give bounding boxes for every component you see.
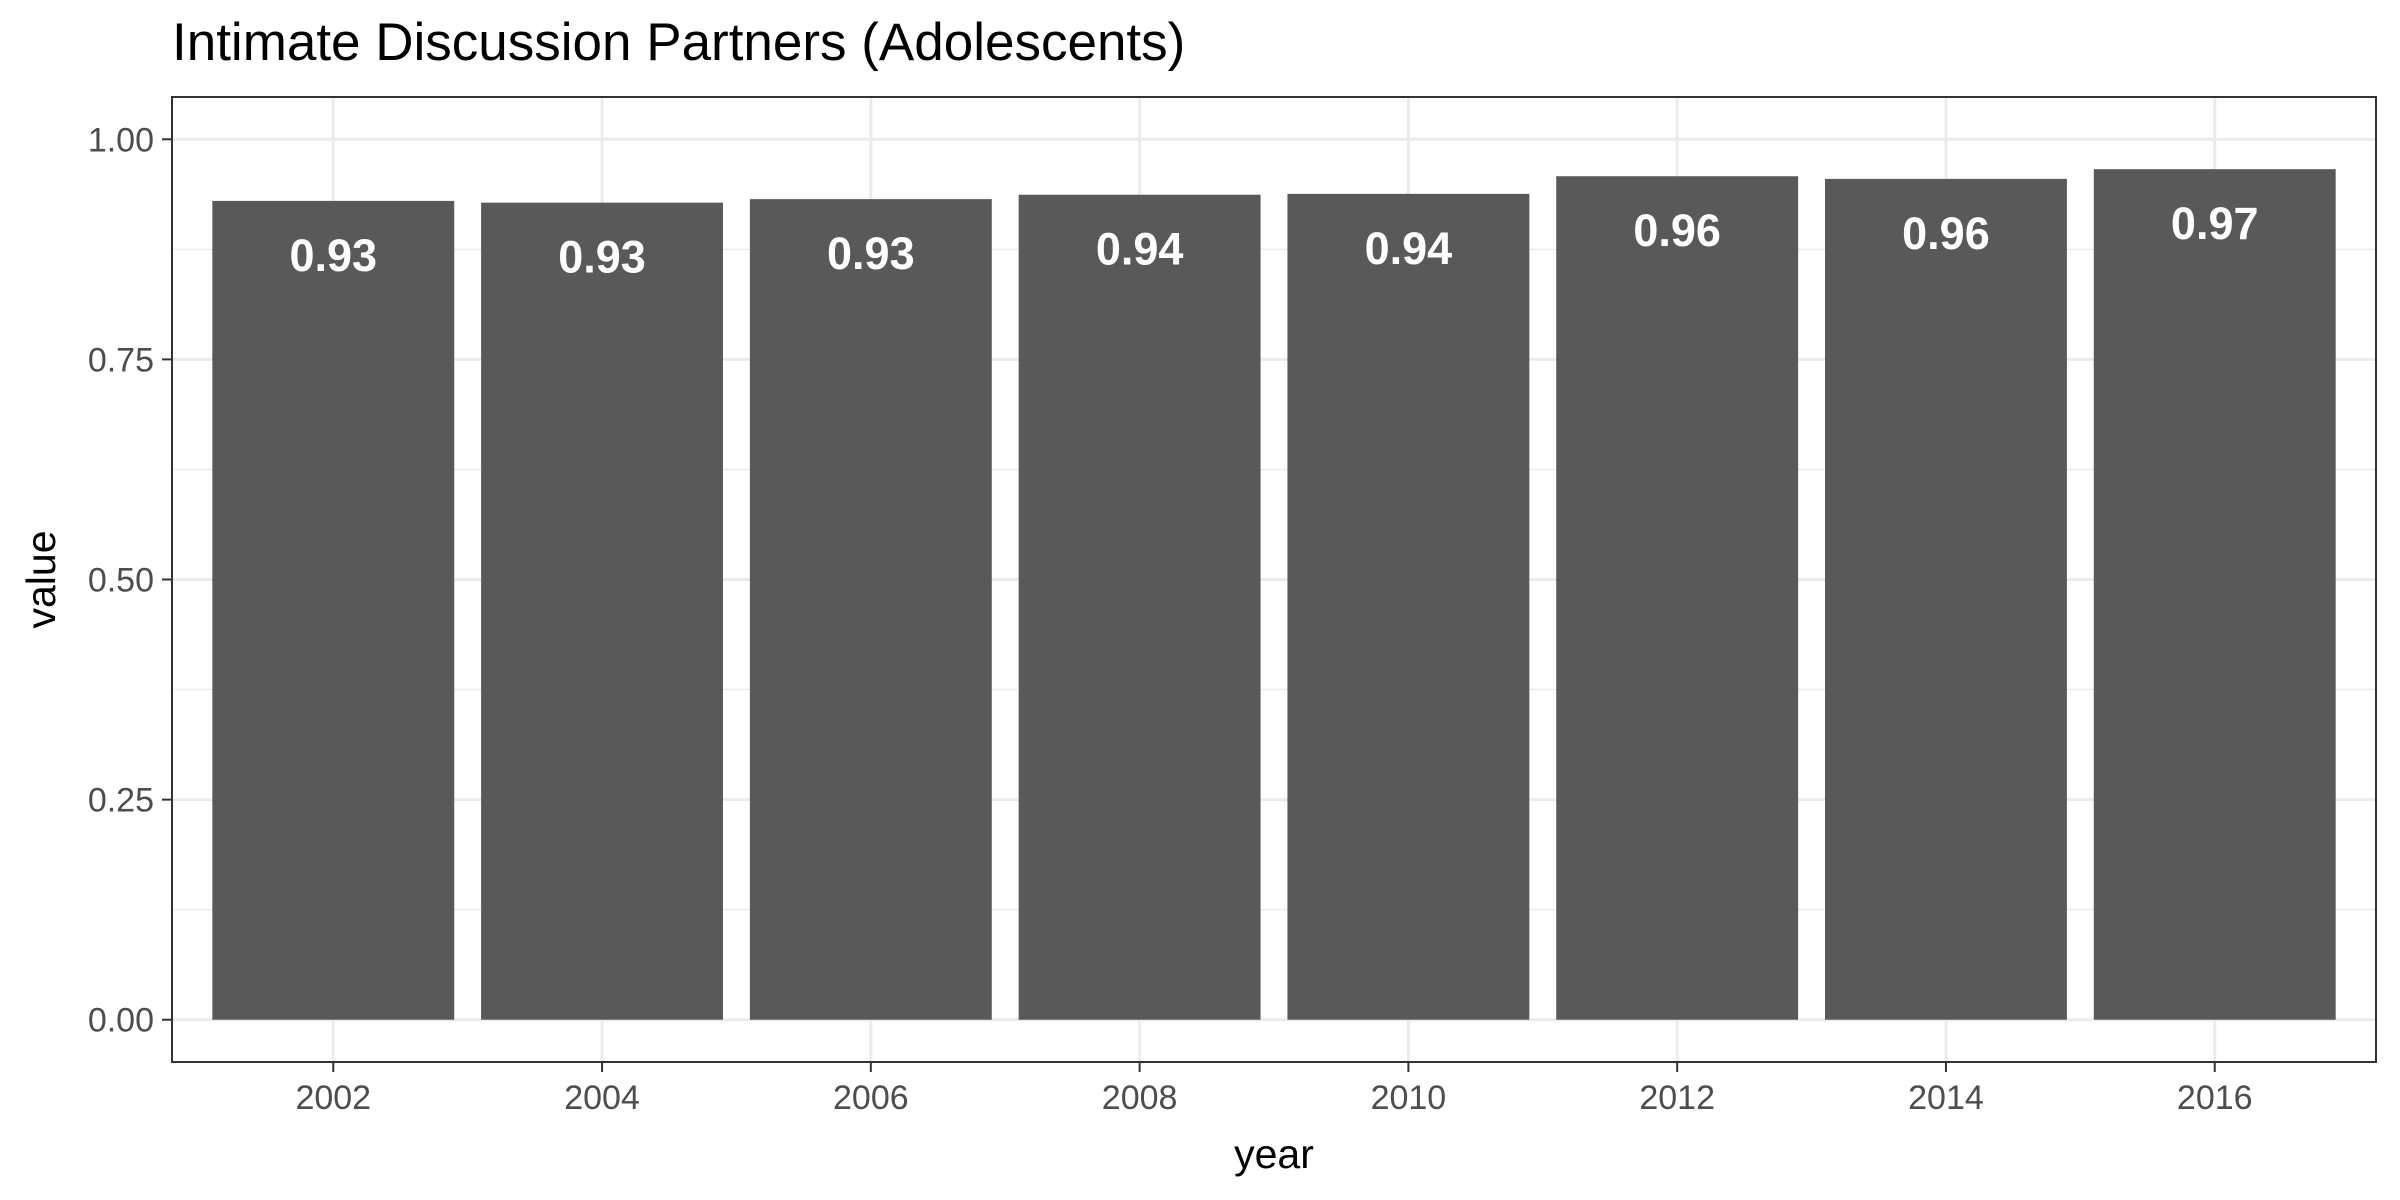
bar-2010 — [1287, 193, 1530, 1020]
data-label-2012: 0.96 — [1633, 205, 1721, 256]
y-tick-label: 1.00 — [88, 121, 154, 159]
bar-2008 — [1018, 194, 1261, 1020]
data-label-2002: 0.93 — [289, 230, 377, 281]
bar-2002 — [212, 200, 455, 1020]
bar-2004 — [481, 202, 723, 1020]
x-tick-label: 2002 — [295, 1079, 371, 1117]
x-tick-label: 2008 — [1102, 1079, 1178, 1117]
y-tick-label: 0.50 — [88, 562, 154, 600]
x-tick-label: 2016 — [2177, 1079, 2253, 1117]
data-label-2014: 0.96 — [1902, 208, 1990, 259]
x-axis-title: year — [1234, 1131, 1314, 1177]
bar-2014 — [1825, 178, 2067, 1020]
bar-2016 — [2093, 169, 2336, 1020]
y-axis: 0.00 0.25 0.50 0.75 1.00 — [88, 121, 172, 1040]
data-labels: 0.93 0.93 0.93 0.94 0.94 0.96 0.96 0.97 — [289, 198, 2258, 282]
x-axis: 2002 2004 2006 2008 2010 2012 2014 2016 — [295, 1062, 2253, 1117]
bar-2012 — [1556, 176, 1799, 1020]
data-label-2010: 0.94 — [1365, 223, 1453, 274]
x-tick-label: 2012 — [1639, 1079, 1715, 1117]
chart-title: Intimate Discussion Partners (Adolescent… — [172, 13, 1185, 72]
x-tick-label: 2014 — [1908, 1079, 1984, 1117]
y-tick-label: 0.00 — [88, 1002, 154, 1040]
y-axis-title: value — [18, 530, 64, 628]
bars — [212, 169, 2336, 1020]
data-label-2004: 0.93 — [558, 232, 646, 283]
bar-2006 — [749, 199, 992, 1020]
y-tick-label: 0.75 — [88, 341, 154, 379]
data-label-2006: 0.93 — [827, 228, 915, 279]
data-label-2016: 0.97 — [2171, 198, 2259, 249]
y-tick-label: 0.25 — [88, 782, 154, 820]
x-tick-label: 2010 — [1371, 1079, 1447, 1117]
x-tick-label: 2004 — [564, 1079, 640, 1117]
data-label-2008: 0.94 — [1096, 224, 1184, 275]
x-tick-label: 2006 — [833, 1079, 909, 1117]
